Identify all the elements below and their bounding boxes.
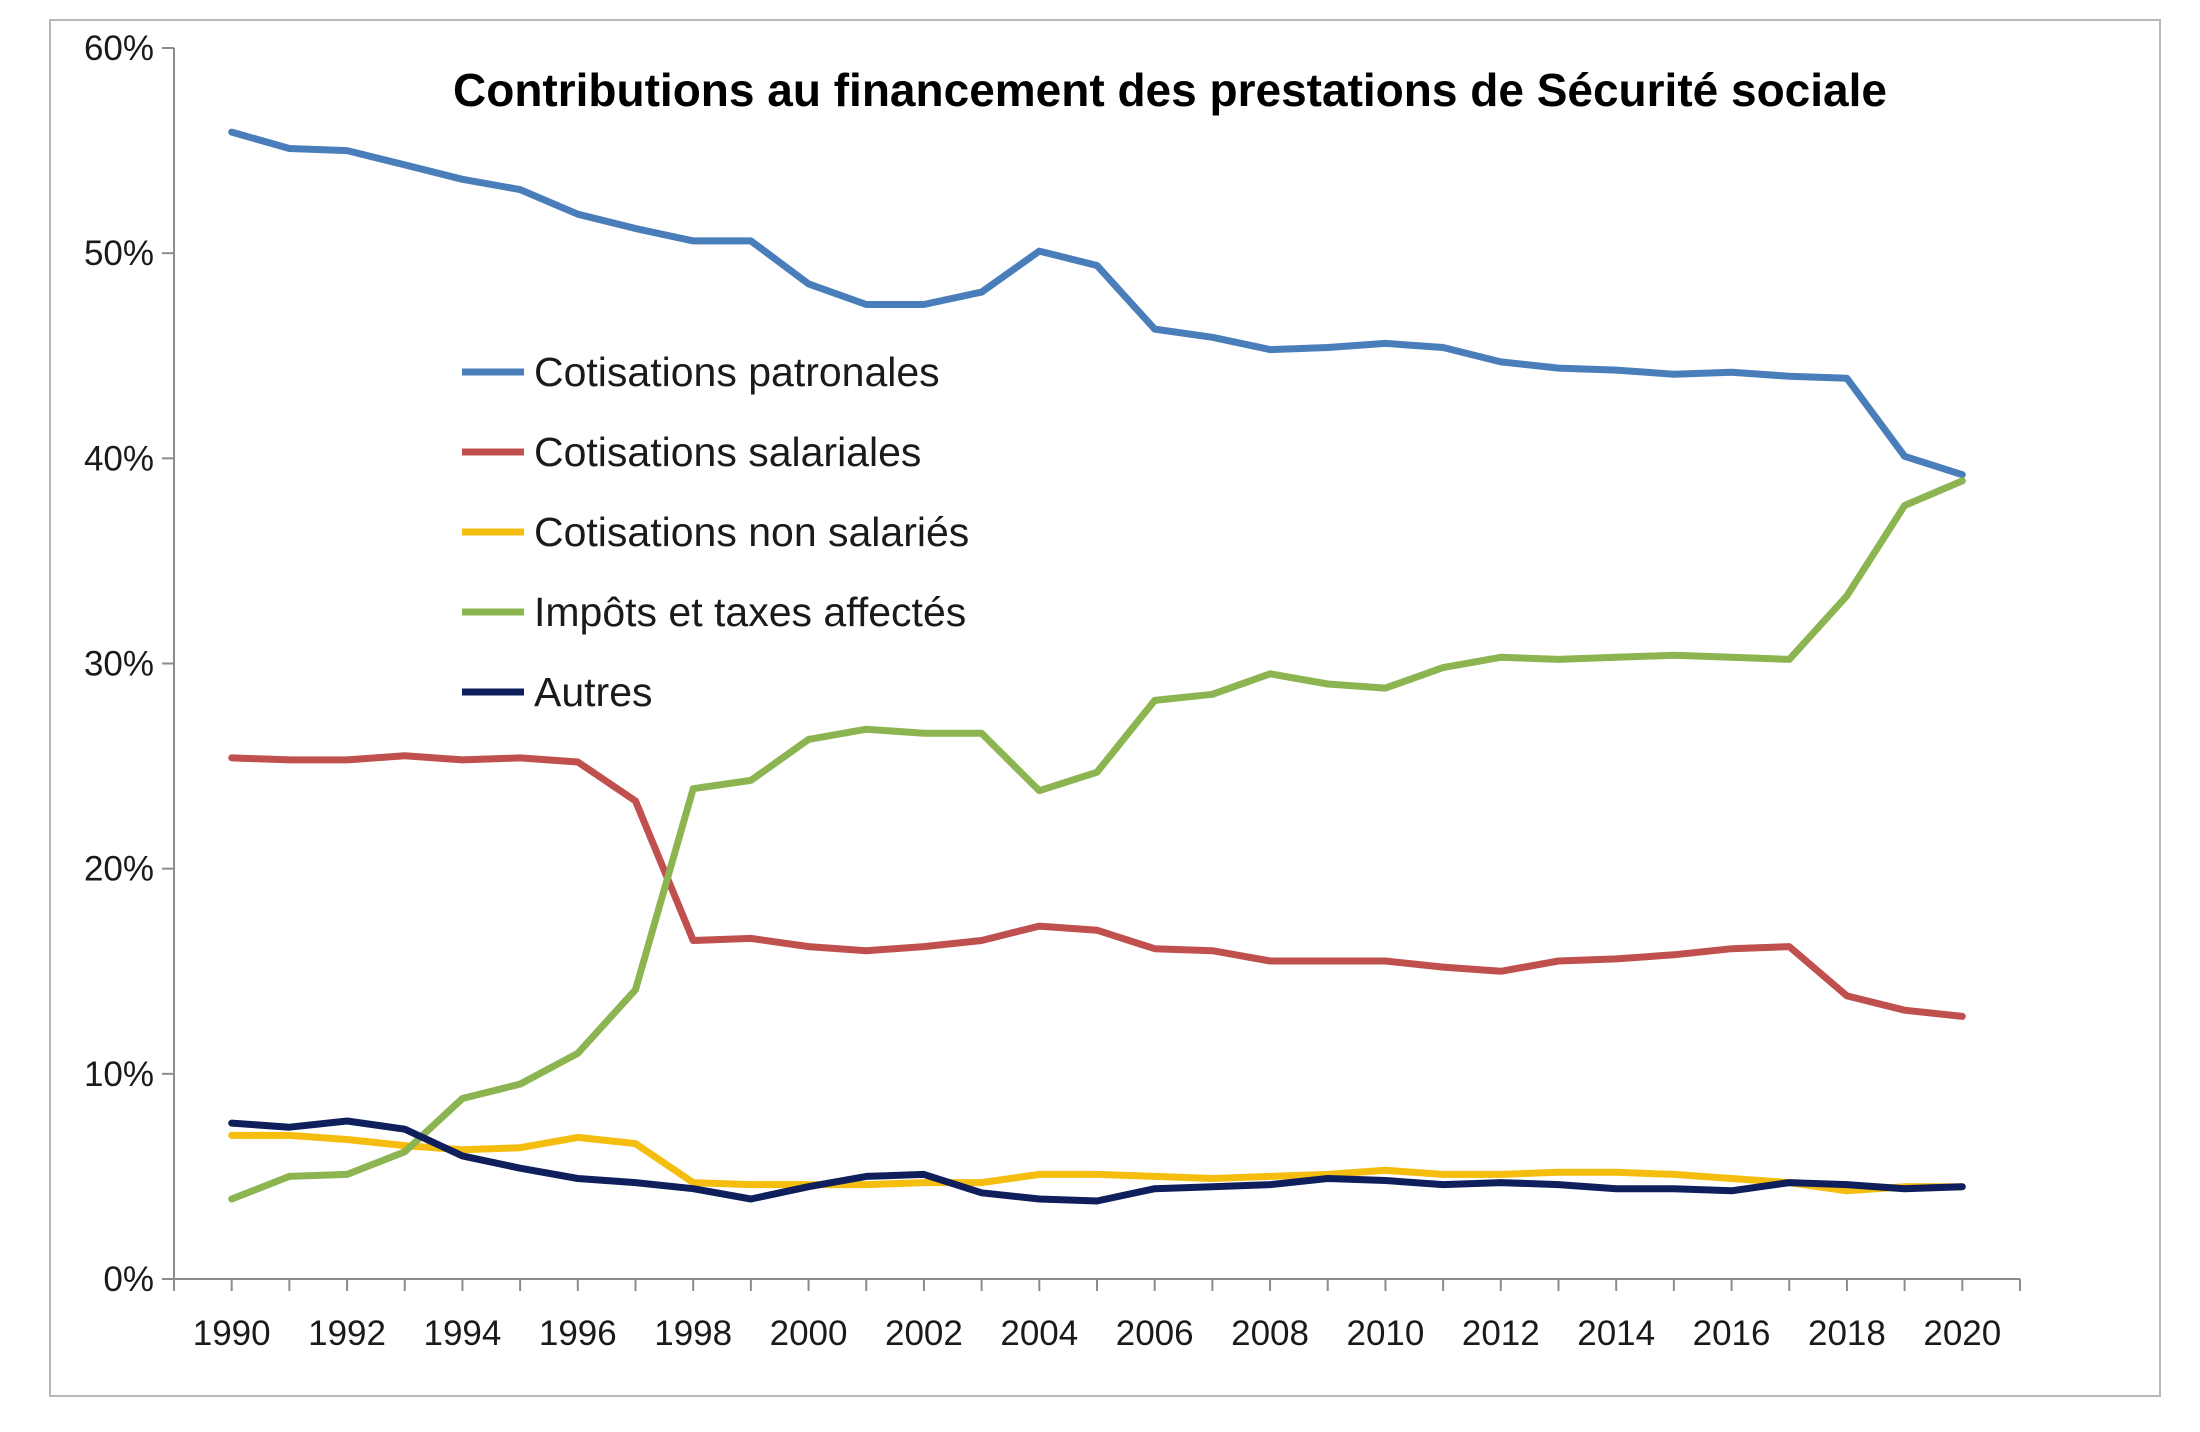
- y-tick-label: 20%: [84, 850, 154, 889]
- x-tick-label: 2020: [1923, 1314, 2001, 1353]
- x-tick-label: 2002: [885, 1314, 963, 1353]
- x-tick-label: 1990: [193, 1314, 271, 1353]
- y-tick-label: 0%: [103, 1260, 154, 1299]
- x-tick-label: 1996: [539, 1314, 617, 1353]
- chart-title: Contributions au financement des prestat…: [453, 64, 1887, 116]
- legend-label-1: Cotisations patronales: [534, 349, 940, 395]
- x-tick-label: 2008: [1231, 1314, 1309, 1353]
- legend-label-3: Cotisations non salariés: [534, 509, 969, 555]
- x-tick-label: 2016: [1693, 1314, 1771, 1353]
- y-tick-label: 50%: [84, 234, 154, 273]
- legend-label-5: Autres: [534, 669, 653, 715]
- series-line-1: [228, 128, 1966, 479]
- x-tick-label: 2006: [1116, 1314, 1194, 1353]
- chart-frame: [49, 19, 2161, 1397]
- series-line-5: [228, 1117, 1966, 1205]
- x-tick-label: 2004: [1000, 1314, 1078, 1353]
- x-tick-label: 1998: [654, 1314, 732, 1353]
- y-tick-label: 10%: [84, 1055, 154, 1094]
- y-tick-label: 30%: [84, 645, 154, 684]
- series-line-2: [228, 752, 1966, 1020]
- x-tick-label: 2010: [1347, 1314, 1425, 1353]
- series-line-4: [228, 477, 1966, 1203]
- y-tick-label: 40%: [84, 439, 154, 478]
- x-tick-label: 2012: [1462, 1314, 1540, 1353]
- legend-label-4: Impôts et taxes affectés: [534, 589, 966, 635]
- y-tick-label: 60%: [84, 29, 154, 68]
- x-tick-label: 2000: [770, 1314, 848, 1353]
- x-tick-label: 2018: [1808, 1314, 1886, 1353]
- x-tick-label: 2014: [1577, 1314, 1655, 1353]
- x-tick-label: 1992: [308, 1314, 386, 1353]
- x-tick-label: 1994: [424, 1314, 502, 1353]
- legend-label-2: Cotisations salariales: [534, 429, 921, 475]
- series-line-3: [228, 1131, 1966, 1195]
